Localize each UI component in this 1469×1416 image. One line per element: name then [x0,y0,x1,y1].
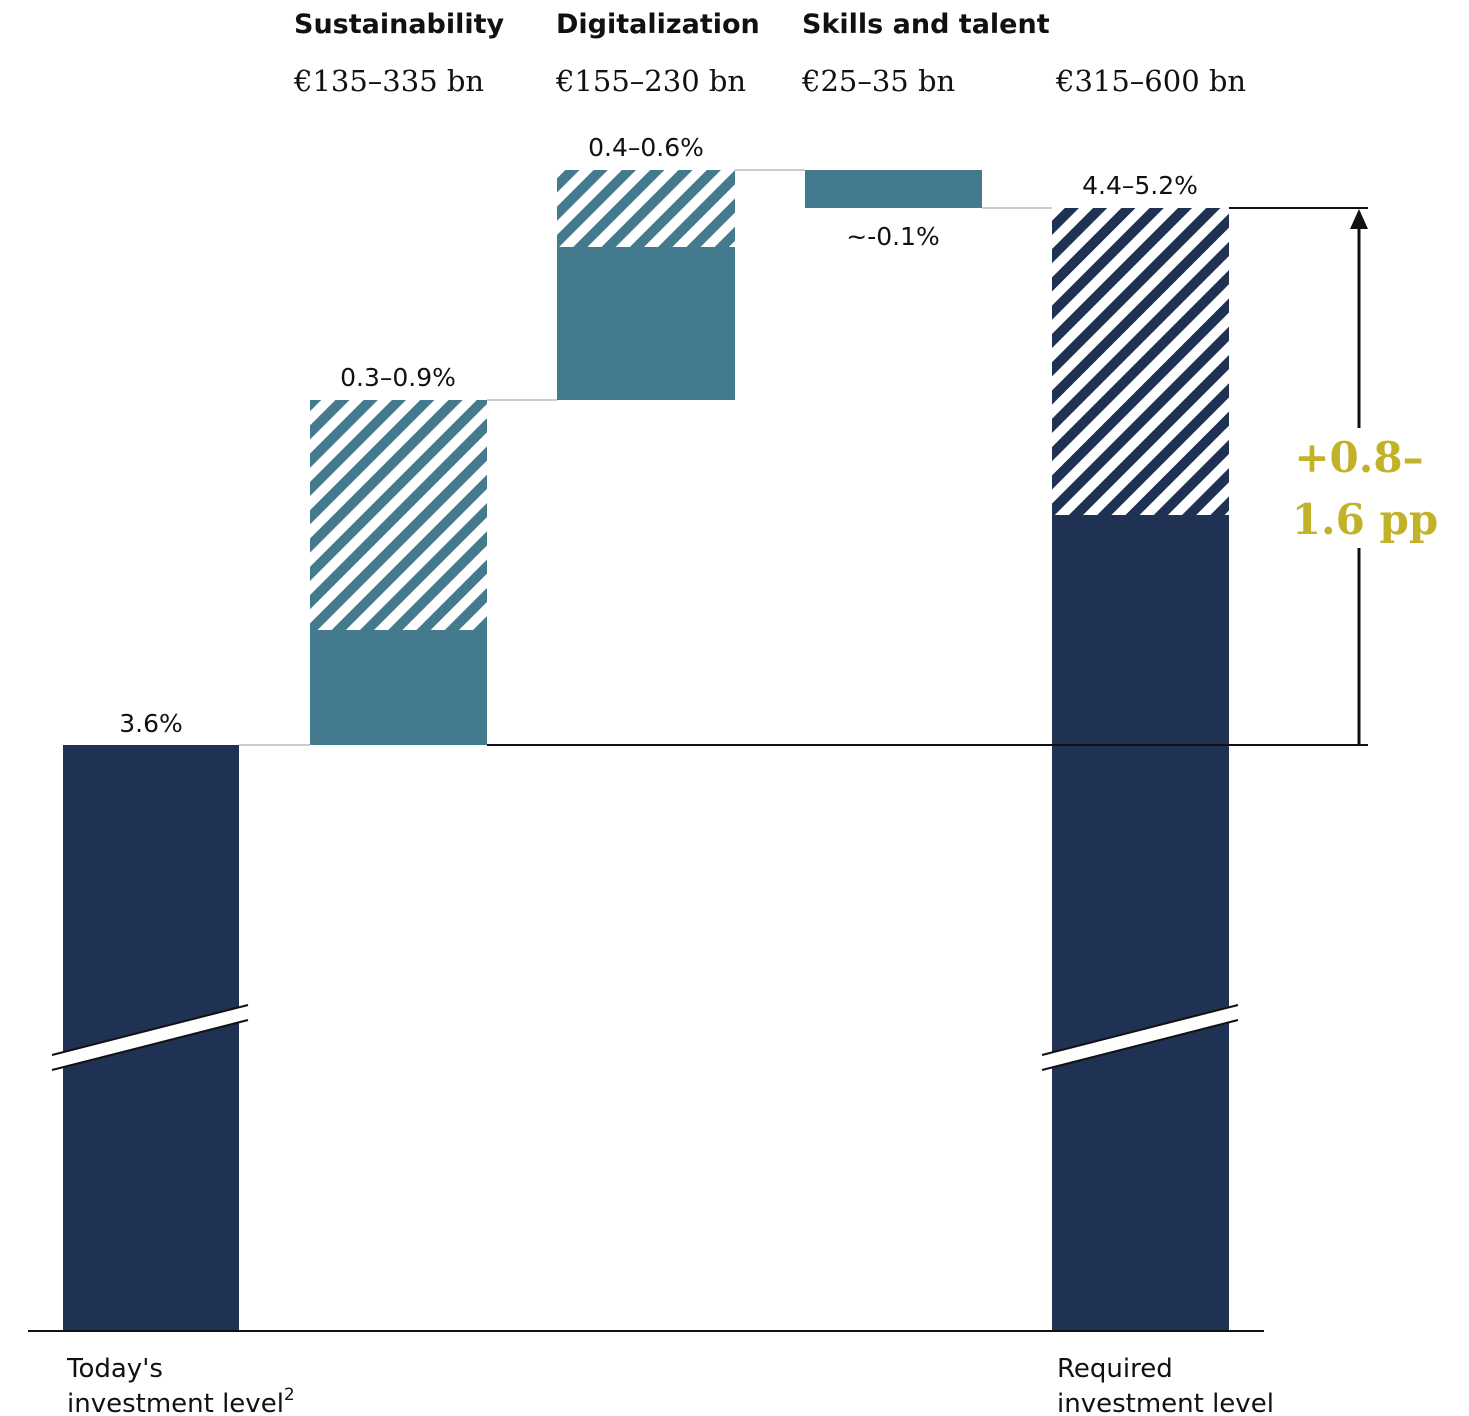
bar-required-base [1052,515,1229,1331]
delta-label-line2: 1.6 pp [1292,495,1438,544]
header-digitalization: Digitalization [556,9,760,40]
bar-required-range [1052,208,1229,515]
category-label-required-line2: investment level [1057,1389,1274,1416]
category-label-today-line1: Today's [66,1354,163,1384]
delta-label-line1: +0.8– [1294,433,1423,482]
axis-break-today [51,1004,249,1071]
bar-digitalization-base [557,247,735,400]
value-label-today: 3.6% [119,709,183,738]
bar-sustainability-range [310,400,487,630]
delta-arrow [1350,209,1368,745]
bar-sustainability-base [310,630,487,745]
category-label-required-line1: Required [1057,1354,1173,1384]
amount-digitalization: €155–230 bn [555,64,746,98]
value-label-sustainability: 0.3–0.9% [340,363,456,392]
category-label-today-text: investment level [67,1389,284,1416]
footnote-marker: 2 [284,1385,295,1405]
value-label-digitalization: 0.4–0.6% [588,133,704,162]
amount-sustainability: €135–335 bn [293,64,484,98]
header-skills-and-talent: Skills and talent [802,9,1050,40]
value-label-required: 4.4–5.2% [1082,171,1198,200]
bar-skills-and-talent [805,170,982,208]
bar-digitalization-range [557,170,735,247]
category-label-today-line2: investment level2 [67,1385,295,1416]
axis-break-required [1041,1004,1239,1071]
amount-required: €315–600 bn [1055,64,1246,98]
value-label-skills-and-talent: ~-0.1% [846,222,939,251]
header-sustainability: Sustainability [294,9,505,40]
amount-skills-and-talent: €25–35 bn [801,64,955,98]
